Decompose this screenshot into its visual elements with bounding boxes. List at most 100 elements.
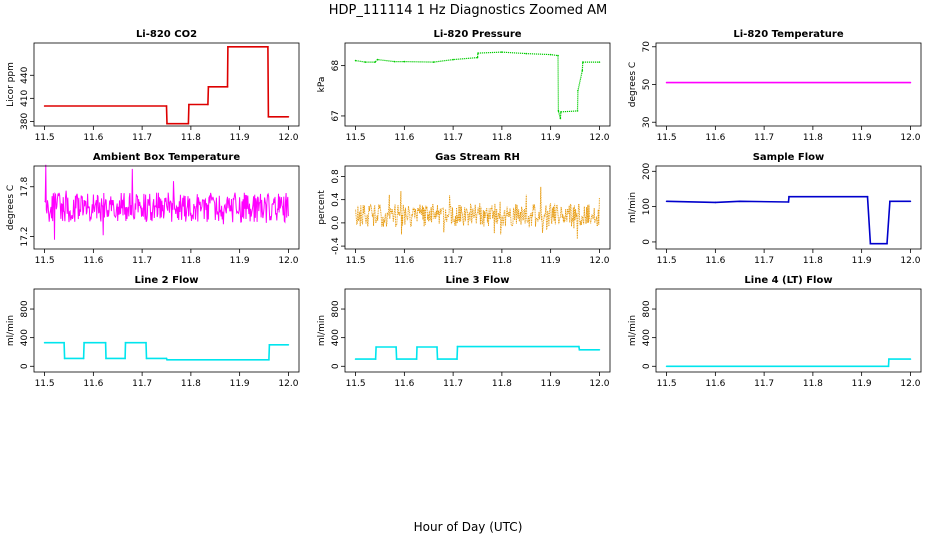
data-point [432, 61, 435, 63]
x-tick-label: 11.6 [705, 133, 725, 143]
data-point [549, 53, 552, 56]
x-tick-label: 11.9 [541, 256, 561, 266]
x-tick-label: 12.0 [278, 379, 298, 389]
data-point [452, 58, 454, 61]
y-axis: 0 400 800 [642, 300, 656, 369]
y-tick-label: 17.2 [20, 227, 30, 247]
data-point [83, 341, 85, 344]
y-tick-label: 800 [331, 300, 341, 317]
x-tick-label: 11.6 [394, 256, 414, 266]
data-point [665, 81, 668, 84]
x-tick-label: 11.8 [803, 133, 823, 143]
data-point [415, 358, 418, 360]
data-point [787, 201, 790, 203]
panel-2: Li-820 Temperature 11.5 11.6 11.7 11.8 11.9 12… [628, 29, 922, 143]
data-point [166, 122, 168, 125]
y-axis: 30 50 70 [642, 41, 656, 128]
x-axis: 11.5 11.6 11.7 11.8 11.9 12.0 [346, 249, 610, 266]
x-tick-label: 11.5 [346, 379, 366, 389]
y-axis-label: degrees C [628, 62, 638, 107]
x-tick-label: 11.7 [132, 256, 152, 266]
x-tick-label: 11.7 [443, 379, 463, 389]
panel-8: Line 4 (LT) Flow 11.5 11.6 11.7 11.8 11.9 12.0… [628, 275, 922, 389]
data-point [578, 345, 580, 348]
y-axis: 380 410 440 [20, 66, 34, 130]
series-line [44, 341, 289, 361]
x-tick-label: 11.5 [35, 133, 55, 143]
y-axis: 0 400 800 [331, 300, 345, 369]
data-point [557, 54, 559, 57]
data-point [577, 90, 579, 92]
data-point [145, 357, 148, 360]
panel-0: Li-820 CO2 11.5 11.6 11.7 11.8 11.9 12.0 380 410… [6, 29, 300, 143]
y-tick-label: 0 [20, 363, 30, 369]
y-axis-label: kPa [317, 77, 327, 93]
panel-1: Li-820 Pressure 11.5 11.6 11.7 11.8 11.9 12.0 6… [317, 29, 611, 143]
plot-frame [344, 165, 611, 250]
data-point [598, 349, 601, 351]
plot-frame [33, 288, 300, 373]
data-point [886, 242, 888, 245]
plot-frame [655, 165, 922, 250]
data-point [43, 341, 46, 344]
x-tick-label: 11.7 [132, 133, 152, 143]
x-tick-label: 11.7 [754, 256, 774, 266]
y-axis: -0.4 0.0 0.4 0.8 [331, 169, 345, 255]
data-point [268, 344, 271, 346]
data-point [374, 61, 376, 63]
plot-frame [655, 288, 922, 373]
data-point [267, 116, 270, 118]
x-tick-label: 11.5 [657, 256, 677, 266]
plot-frame [33, 165, 300, 250]
y-tick-label: 0.0 [331, 215, 341, 230]
series-group [355, 186, 600, 239]
data-point [227, 46, 229, 48]
data-point [165, 357, 168, 360]
data-point [226, 86, 229, 88]
y-tick-label: 100 [642, 198, 652, 215]
data-point [560, 111, 562, 113]
data-point [525, 52, 528, 55]
x-tick-label: 11.9 [541, 379, 561, 389]
series-group [665, 81, 912, 84]
x-axis: 11.5 11.6 11.7 11.8 11.9 12.0 [35, 249, 299, 266]
y-tick-label: 200 [642, 162, 652, 179]
data-point [145, 341, 147, 344]
x-tick-label: 11.7 [754, 133, 774, 143]
series-noise [355, 186, 600, 239]
y-tick-label: 400 [642, 329, 652, 346]
y-tick-label: 400 [20, 329, 30, 346]
data-point [63, 341, 65, 344]
data-point [869, 242, 872, 245]
data-point [714, 201, 717, 204]
data-point [354, 358, 357, 360]
data-point [393, 60, 396, 63]
x-tick-label: 11.5 [35, 256, 55, 266]
x-axis: 11.5 11.6 11.7 11.8 11.9 12.0 [657, 249, 921, 266]
x-tick-label: 12.0 [589, 133, 609, 143]
panel-title: Line 2 Flow [135, 275, 199, 286]
series-group [665, 358, 912, 368]
y-tick-label: -0.4 [331, 237, 341, 255]
x-tick-label: 11.8 [181, 379, 201, 389]
y-axis-label: ml/min [317, 315, 327, 346]
data-point [43, 105, 46, 107]
plot-frame [344, 288, 611, 373]
series-line [44, 45, 289, 125]
y-tick-label: 67 [331, 110, 341, 121]
series-group [43, 341, 290, 361]
y-axis-label: ml/min [6, 315, 16, 346]
x-tick-label: 11.9 [852, 256, 872, 266]
x-tick-label: 11.8 [492, 133, 512, 143]
x-tick-label: 11.7 [443, 256, 463, 266]
panel-title: Li-820 Pressure [433, 29, 521, 40]
plot-frame [33, 42, 300, 127]
data-point [436, 346, 438, 348]
x-tick-label: 11.8 [492, 379, 512, 389]
series-line [666, 358, 911, 368]
data-point [165, 105, 168, 107]
y-axis-label: percent [317, 190, 327, 225]
panel-6: Line 2 Flow 11.5 11.6 11.7 11.8 11.9 12.0 0 400 8… [6, 275, 300, 389]
